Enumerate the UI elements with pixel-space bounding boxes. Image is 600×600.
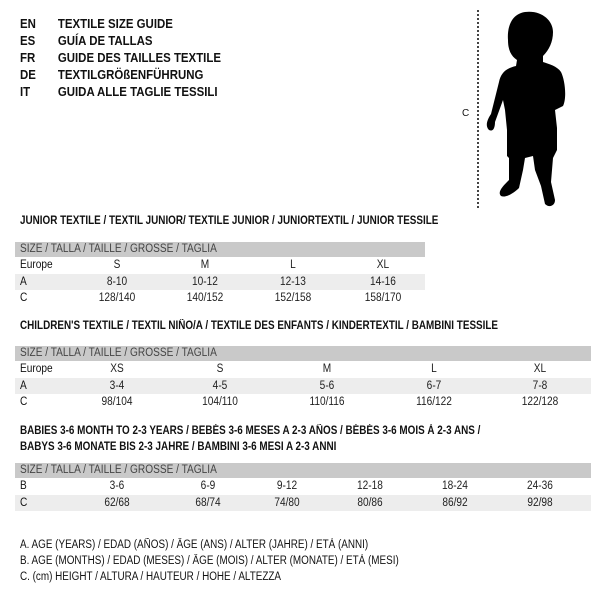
table-row: A 3-4 4-5 5-6 6-7 7-8 xyxy=(15,377,591,394)
cell: 10-12 xyxy=(192,275,218,288)
header-text: TEXTILE SIZE GUIDE xyxy=(57,16,173,31)
cell: 158/170 xyxy=(364,292,402,304)
cell: 80/86 xyxy=(357,496,383,509)
header-de: DE TEXTILGRÖßENFÜHRUNG xyxy=(20,66,221,83)
table-header-row: SIZE / TALLA / TAILLE / GRÖSSE / TAGLIA xyxy=(15,463,591,478)
header-text: GUÍA DE TALLAS xyxy=(57,33,153,48)
legend-b: B. AGE (MONTHS) / EDAD (MESES) / ÂGE (MO… xyxy=(20,555,399,567)
cell: 140/152 xyxy=(186,292,224,304)
junior-size-table: SIZE / TALLA / TAILLE / GRÖSSE / TAGLIA … xyxy=(15,242,425,307)
lang-code: FR xyxy=(20,50,36,65)
cell: 104/110 xyxy=(202,396,238,408)
cell: 14-16 xyxy=(370,275,396,288)
size-header: SIZE / TALLA / TAILLE / GRÖSSE / TAGLIA xyxy=(20,347,217,359)
cell: S xyxy=(216,363,224,375)
lang-code: EN xyxy=(20,16,36,31)
height-measure-label: C xyxy=(462,108,470,119)
cell: 4-5 xyxy=(212,379,228,392)
row-label: Europe xyxy=(20,259,53,271)
cell: M xyxy=(200,259,210,271)
cell: 92/98 xyxy=(527,496,553,509)
table-row: C 98/104 104/110 110/116 116/122 122/128 xyxy=(15,394,591,411)
babies-section-title-2: BABYS 3-6 MONATE BIS 2-3 JAHRE / BAMBINI… xyxy=(20,441,337,453)
cell: 6-9 xyxy=(200,480,216,492)
legend-a: A. AGE (YEARS) / EDAD (AÑOS) / ÂGE (ANS)… xyxy=(20,539,369,551)
header-text: TEXTILGRÖßENFÜHRUNG xyxy=(57,67,204,82)
header-text: GUIDE DES TAILLES TEXTILE xyxy=(57,50,221,65)
size-header: SIZE / TALLA / TAILLE / GRÖSSE / TAGLIA xyxy=(20,243,217,255)
row-label: B xyxy=(20,480,27,492)
cell: XS xyxy=(110,363,124,375)
cell: 110/116 xyxy=(309,396,345,408)
babies-section-title-1: BABIES 3-6 MONTH TO 2-3 YEARS / BEBÉS 3-… xyxy=(20,425,481,437)
guide-header: EN TEXTILE SIZE GUIDE ES GUÍA DE TALLAS FR… xyxy=(20,15,248,100)
cell: S xyxy=(113,259,121,271)
cell: 74/80 xyxy=(274,496,300,509)
cell: 62/68 xyxy=(104,496,130,509)
header-en: EN TEXTILE SIZE GUIDE xyxy=(20,15,221,32)
legend-c: C. (cm) HEIGHT / ALTURA / HAUTEUR / HÖHE… xyxy=(20,571,282,583)
row-label: Europe xyxy=(20,363,53,375)
cell: 98/104 xyxy=(101,396,133,408)
row-label: C xyxy=(20,292,28,304)
table-header-row: SIZE / TALLA / TAILLE / GRÖSSE / TAGLIA xyxy=(15,242,425,257)
cell: 68/74 xyxy=(195,496,221,509)
cell: 3-6 xyxy=(109,480,125,492)
cell: M xyxy=(322,363,332,375)
header-text: GUIDA ALLE TAGLIE TESSILI xyxy=(57,84,218,99)
cell: 86/92 xyxy=(442,496,468,509)
cell: 8-10 xyxy=(106,275,128,288)
child-silhouette-icon xyxy=(486,11,566,207)
cell: 9-12 xyxy=(276,480,298,492)
table-header-row: SIZE / TALLA / TAILLE / GRÖSSE / TAGLIA xyxy=(15,346,591,361)
row-label: C xyxy=(20,496,28,509)
table-row: C 128/140 140/152 152/158 158/170 xyxy=(15,290,425,307)
cell: 12-13 xyxy=(280,275,306,288)
lang-code: DE xyxy=(20,67,36,82)
cell: L xyxy=(290,259,296,271)
cell: 116/122 xyxy=(416,396,452,408)
babies-size-table: SIZE / TALLA / TAILLE / GRÖSSE / TAGLIA … xyxy=(15,463,591,511)
table-row: Europe S M L XL xyxy=(15,257,425,274)
row-label: C xyxy=(20,396,28,408)
header-fr: FR GUIDE DES TAILLES TEXTILE xyxy=(20,49,221,66)
cell: L xyxy=(431,363,437,375)
table-row: Europe XS S M L XL xyxy=(15,361,591,378)
cell: 122/128 xyxy=(521,396,559,408)
cell: XL xyxy=(533,363,547,375)
cell: 128/140 xyxy=(98,292,136,304)
cell: 152/158 xyxy=(274,292,312,304)
children-size-table: SIZE / TALLA / TAILLE / GRÖSSE / TAGLIA … xyxy=(15,346,591,411)
cell: 12-18 xyxy=(357,480,383,492)
cell: 24-36 xyxy=(527,480,553,492)
size-header: SIZE / TALLA / TAILLE / GRÖSSE / TAGLIA xyxy=(20,464,217,476)
lang-code: IT xyxy=(20,84,31,99)
header-es: ES GUÍA DE TALLAS xyxy=(20,32,221,49)
lang-code: ES xyxy=(20,33,36,48)
cell: 7-8 xyxy=(532,379,548,392)
cell: 3-4 xyxy=(109,379,125,392)
cell: 18-24 xyxy=(442,480,468,492)
table-row: A 8-10 10-12 12-13 14-16 xyxy=(15,273,425,290)
cell: 5-6 xyxy=(319,379,335,392)
cell: XL xyxy=(376,259,390,271)
legend: A. AGE (YEARS) / EDAD (AÑOS) / ÂGE (ANS)… xyxy=(20,537,460,585)
junior-section-title: JUNIOR TEXTILE / TEXTIL JUNIOR/ TEXTILE … xyxy=(20,215,439,227)
row-label: A xyxy=(20,379,27,392)
cell: 6-7 xyxy=(426,379,442,392)
row-label: A xyxy=(20,275,27,288)
height-measure-line xyxy=(477,10,479,208)
table-row: B 3-6 6-9 9-12 12-18 18-24 24-36 xyxy=(15,478,591,495)
table-row: C 62/68 68/74 74/80 80/86 86/92 92/98 xyxy=(15,494,591,511)
children-section-title: CHILDREN'S TEXTILE / TEXTIL NIÑO/A / TEX… xyxy=(20,320,499,332)
header-it: IT GUIDA ALLE TAGLIE TESSILI xyxy=(20,83,221,100)
